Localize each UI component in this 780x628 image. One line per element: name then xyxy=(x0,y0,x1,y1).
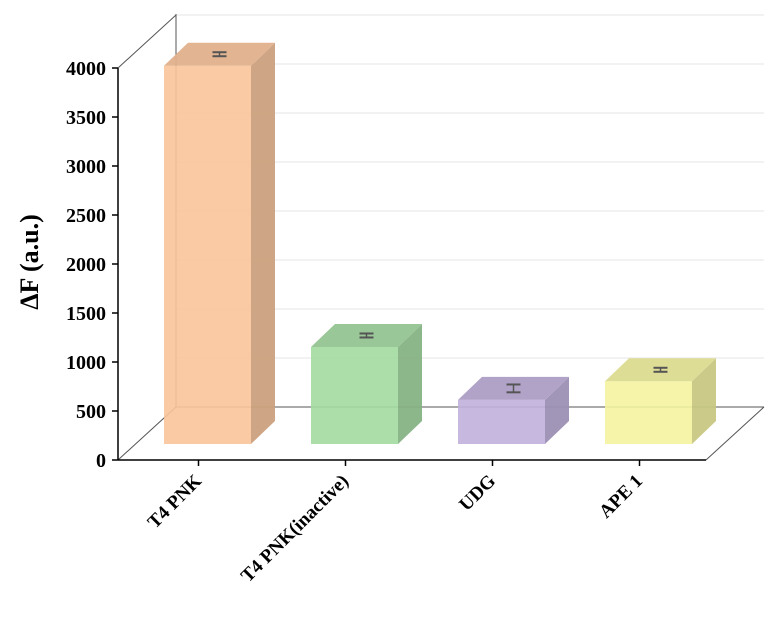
x-category-label: T4 PNK xyxy=(144,471,206,533)
y-tick-label: 2000 xyxy=(66,254,106,276)
y-tick-label: 0 xyxy=(96,450,106,472)
y-tick-label: 3000 xyxy=(66,156,106,178)
bar-front-face xyxy=(311,346,398,444)
top-depth-edge xyxy=(117,14,177,69)
bar-side-face xyxy=(692,358,716,444)
y-axis-title: ΔF (a.u.) xyxy=(15,214,44,310)
y-tick-label: 3500 xyxy=(66,107,106,129)
y-tick-label: 500 xyxy=(76,401,106,423)
bar xyxy=(458,376,569,444)
chart-bars xyxy=(164,42,716,444)
x-axis-labels: T4 PNK T4 PNK(inactive) UDG APE 1 xyxy=(144,460,647,587)
bar-front-face xyxy=(458,399,545,444)
bar xyxy=(311,323,422,444)
y-tick-label: 2500 xyxy=(66,205,106,227)
x-category-label: T4 PNK(inactive) xyxy=(237,471,353,587)
bar-side-face xyxy=(251,42,275,444)
x-category-label: UDG xyxy=(455,471,500,516)
bar-side-face xyxy=(398,323,422,444)
bar xyxy=(164,42,275,444)
bar-side-face xyxy=(545,376,569,444)
bar-front-face xyxy=(605,381,692,444)
floor-right-edge xyxy=(705,406,765,461)
x-category-label: APE 1 xyxy=(595,471,647,523)
bar xyxy=(605,358,716,444)
y-tick-label: 1500 xyxy=(66,303,106,325)
y-tick-label: 4000 xyxy=(66,58,106,80)
bar-front-face xyxy=(164,65,251,444)
y-tick-label: 1000 xyxy=(66,352,106,374)
y-axis-ticks: 0 500 1000 1500 2000 2500 3000 3500 4000 xyxy=(66,58,118,472)
